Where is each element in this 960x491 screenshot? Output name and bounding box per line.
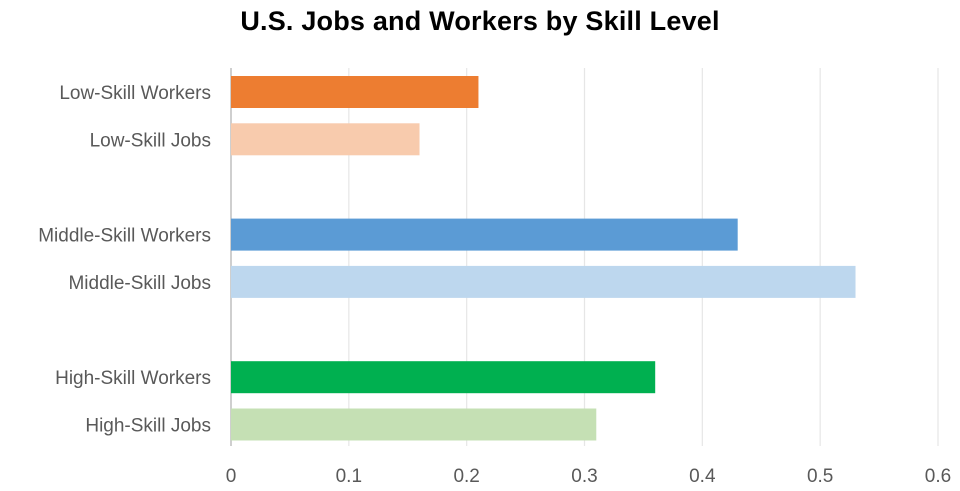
bars (231, 76, 856, 441)
x-tick-label: 0.5 (807, 466, 833, 487)
bar-low-skill-jobs (231, 123, 420, 156)
category-label: Low-Skill Workers (59, 83, 211, 104)
category-label: High-Skill Jobs (85, 416, 211, 437)
chart-title: U.S. Jobs and Workers by Skill Level (240, 6, 720, 36)
category-label: High-Skill Workers (55, 368, 211, 389)
x-tick-label: 0.3 (571, 466, 597, 487)
category-label: Middle-Skill Jobs (68, 273, 211, 294)
bar-low-skill-workers (231, 76, 479, 108)
bar-high-skill-jobs (231, 408, 597, 441)
bar-middle-skill-workers (231, 218, 738, 251)
x-axis-ticks: 0 0.1 0.2 0.3 0.4 0.5 0.6 (226, 466, 952, 487)
bar-high-skill-workers (231, 361, 656, 394)
x-tick-label: 0 (226, 466, 237, 487)
category-label: Middle-Skill Workers (38, 226, 211, 247)
x-tick-label: 0.2 (453, 466, 479, 487)
x-tick-label: 0.6 (925, 466, 951, 487)
bar-middle-skill-jobs (231, 265, 856, 298)
x-tick-label: 0.1 (336, 466, 362, 487)
x-tick-label: 0.4 (689, 466, 716, 487)
category-labels: Low-Skill Workers Low-Skill Jobs Middle-Sk… (38, 83, 211, 437)
category-label: Low-Skill Jobs (90, 130, 211, 151)
